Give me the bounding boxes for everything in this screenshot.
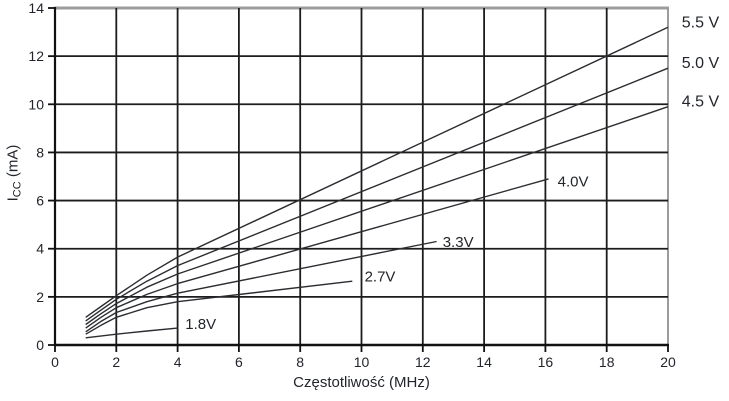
- series-line: [85, 240, 437, 333]
- series-line: [85, 26, 669, 318]
- series-line: [85, 67, 669, 322]
- y-tick-label: 4: [36, 241, 44, 257]
- x-tick-label: 20: [660, 354, 676, 370]
- series-label: 2.7V: [365, 268, 396, 285]
- series-line: [85, 178, 549, 329]
- series-line: [85, 327, 178, 339]
- y-tick-label: 8: [36, 144, 44, 160]
- y-axis-symbol: I: [4, 197, 22, 202]
- x-tick-label: 18: [599, 354, 615, 370]
- series-line: [85, 280, 353, 335]
- y-tick-label: 12: [28, 48, 44, 64]
- y-tick-label: 10: [28, 96, 44, 112]
- y-axis-title: ICC (mA): [5, 145, 24, 202]
- x-tick-label: 14: [476, 354, 492, 370]
- series-line: [85, 106, 669, 326]
- series-label: 1.8V: [185, 316, 216, 333]
- y-tick-label: 2: [36, 289, 44, 305]
- x-tick-label: 16: [538, 354, 554, 370]
- series-label: 3.3V: [443, 234, 474, 251]
- y-tick-label: 6: [36, 193, 44, 209]
- x-tick-label: 10: [354, 354, 370, 370]
- series-label: 5.0 V: [682, 55, 720, 72]
- series-label: 4.5 V: [682, 93, 720, 110]
- x-tick-label: 12: [415, 354, 431, 370]
- x-tick-label: 2: [112, 354, 120, 370]
- x-tick-label: 8: [296, 354, 304, 370]
- y-tick-label: 14: [28, 0, 44, 16]
- series-label: 5.5 V: [682, 14, 720, 31]
- x-tick-label: 6: [235, 354, 243, 370]
- y-tick-label: 0: [36, 337, 44, 353]
- x-axis-title: Częstotliwość (MHz): [293, 374, 430, 391]
- series-label: 4.0V: [558, 173, 589, 190]
- y-axis-subscript: CC: [11, 181, 24, 198]
- x-tick-label: 4: [174, 354, 182, 370]
- y-axis-unit: (mA): [4, 144, 22, 182]
- x-tick-label: 0: [51, 354, 59, 370]
